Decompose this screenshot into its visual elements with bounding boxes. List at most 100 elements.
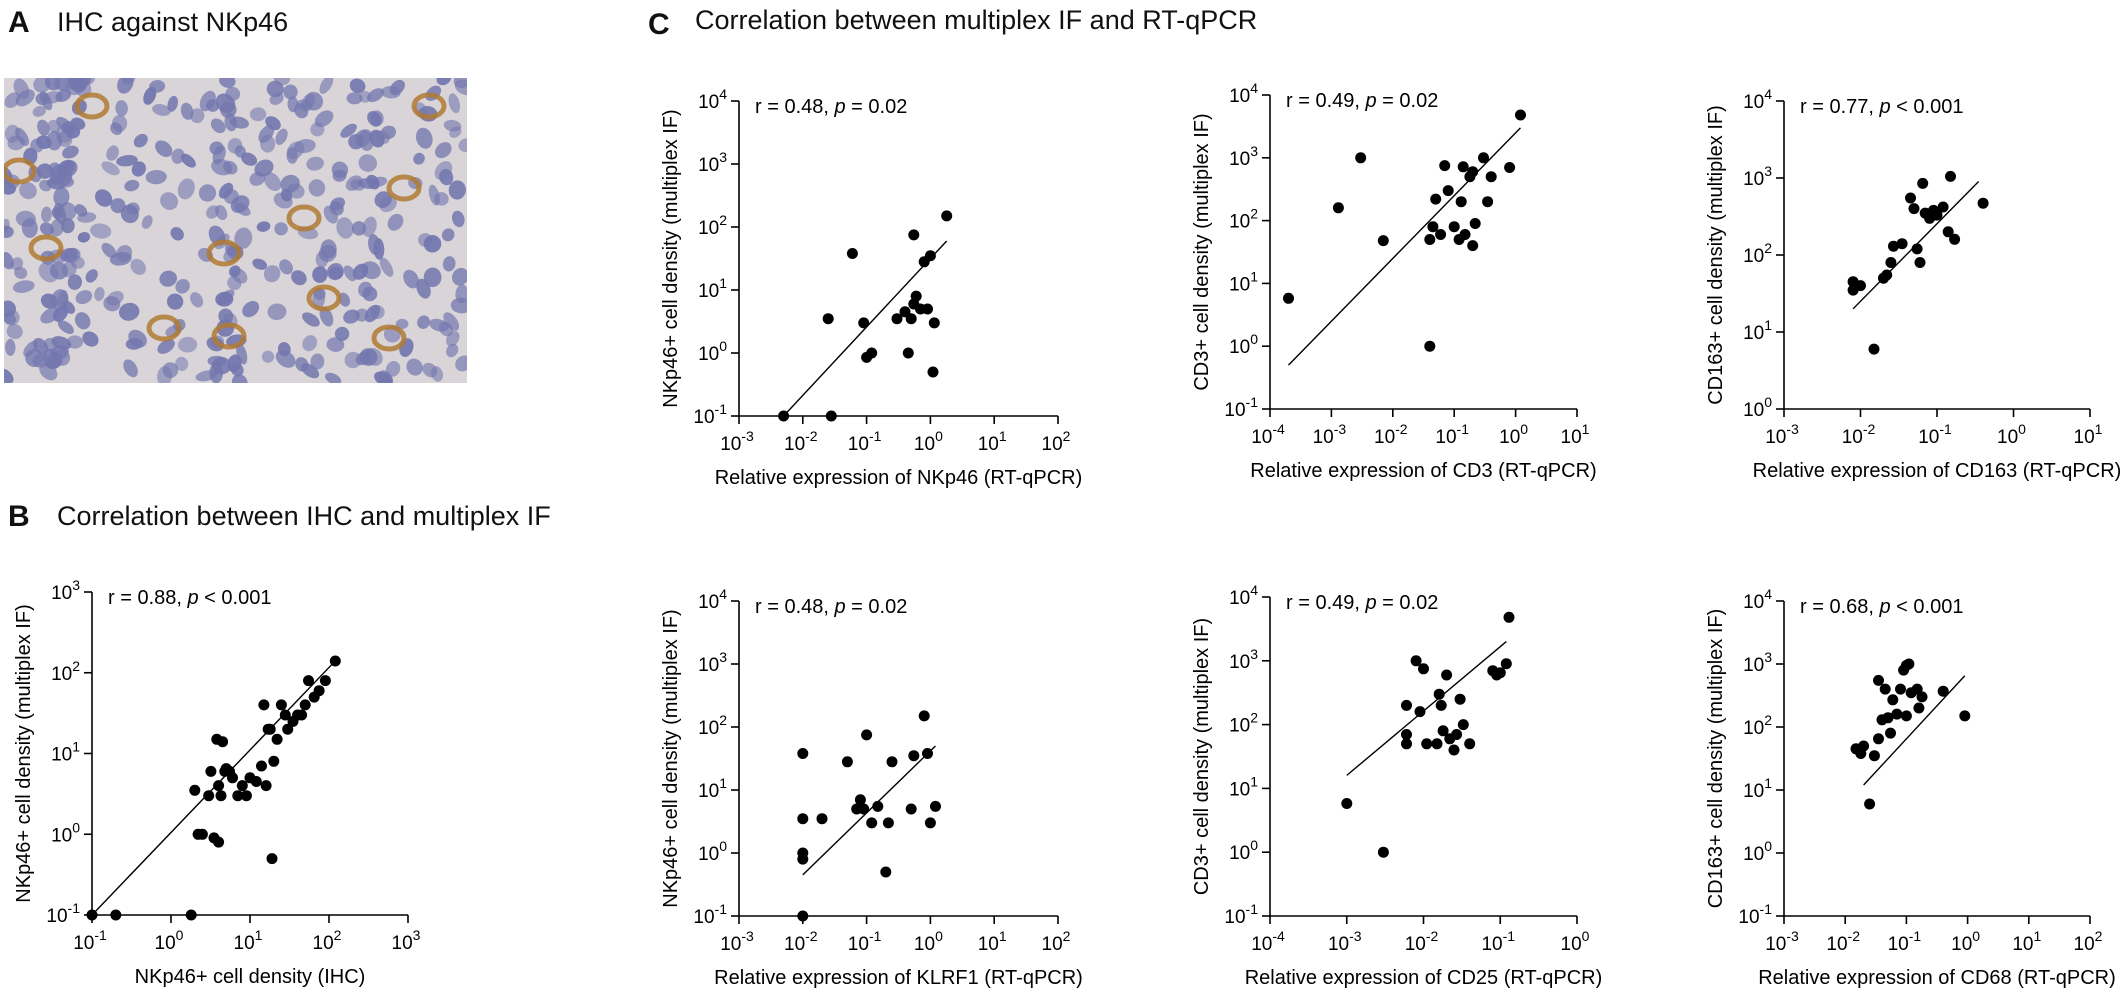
data-point	[1896, 238, 1908, 250]
y-tick-label: 103	[1743, 163, 1772, 190]
x-tick-label: 10-4	[1251, 928, 1285, 955]
nucleus	[458, 138, 467, 152]
x-tick-label: 100	[914, 928, 943, 955]
data-point	[1873, 733, 1884, 745]
data-point	[924, 250, 936, 262]
nucleus	[53, 186, 70, 208]
nucleus	[369, 129, 385, 148]
nucleus	[431, 366, 443, 382]
nucleus	[340, 123, 357, 138]
nucleus	[82, 331, 99, 347]
x-tick-label: 10-2	[784, 928, 818, 955]
nucleus	[111, 115, 128, 132]
data-point	[1945, 170, 1956, 182]
nucleus	[291, 270, 307, 286]
nucleus	[157, 339, 175, 354]
y-tick-label: 100	[1743, 394, 1772, 421]
nucleus	[115, 100, 128, 117]
nucleus	[70, 117, 86, 130]
nucleus	[116, 245, 133, 262]
nucleus	[75, 290, 93, 305]
nucleus	[279, 259, 293, 275]
ihc-micrograph	[4, 78, 467, 383]
data-point	[908, 229, 920, 241]
nucleus	[345, 175, 363, 191]
nucleus	[74, 312, 91, 330]
x-tick-label: 10-1	[1888, 928, 1922, 955]
nkp46-positive-cell	[286, 204, 322, 232]
nucleus	[369, 176, 388, 188]
data-point	[1467, 166, 1479, 178]
data-point	[1435, 699, 1447, 711]
nucleus	[145, 169, 167, 185]
data-point	[1410, 655, 1422, 667]
nucleus	[331, 161, 349, 178]
nucleus	[423, 267, 442, 288]
y-tick-label: 101	[1229, 268, 1258, 295]
nkp46-positive-cell	[146, 314, 182, 342]
nucleus	[452, 267, 467, 286]
nkp46-positive-cell	[206, 239, 242, 267]
data-point	[1903, 658, 1915, 670]
nucleus	[57, 159, 75, 177]
nucleus	[116, 154, 138, 167]
y-tick-label: 100	[698, 838, 727, 865]
nkp46-positive-cell	[386, 174, 422, 202]
x-tick-label: 102	[2074, 928, 2103, 955]
data-point	[825, 410, 837, 422]
nucleus	[198, 184, 217, 202]
nucleus	[314, 110, 334, 127]
data-point	[1858, 740, 1870, 752]
nucleus	[21, 218, 38, 238]
data-point	[1435, 229, 1447, 240]
nucleus	[57, 320, 74, 334]
nucleus	[12, 280, 35, 293]
y-tick-label: 102	[51, 658, 80, 685]
regression-line	[91, 660, 336, 916]
data-point	[296, 709, 308, 721]
nucleus	[387, 213, 404, 231]
x-axis-label: Relative expression of KLRF1 (RT-qPCR)	[714, 967, 1083, 989]
y-axis-label: NKp46+ cell density (multiplex IF)	[13, 604, 35, 902]
data-point	[232, 790, 244, 802]
y-tick-label: 104	[1229, 582, 1258, 609]
x-tick-label: 10-3	[1765, 928, 1799, 955]
data-point	[303, 675, 314, 687]
nucleus	[5, 338, 16, 356]
data-point	[271, 733, 283, 745]
y-tick-label: 10-1	[693, 901, 727, 928]
data-point	[1441, 669, 1453, 681]
nucleus	[121, 78, 136, 85]
data-point	[797, 910, 809, 922]
y-tick-label: 102	[1229, 206, 1258, 233]
nucleus	[446, 343, 459, 358]
data-point	[922, 303, 933, 315]
nkp46-positive-cell	[411, 92, 447, 120]
nucleus	[32, 105, 47, 117]
regression-line	[1346, 641, 1507, 776]
data-point	[1882, 712, 1894, 724]
nucleus	[302, 335, 318, 352]
nucleus	[106, 145, 119, 161]
data-point	[1503, 611, 1515, 623]
x-tick-label: 10-1	[848, 928, 882, 955]
x-tick-label: 100	[1499, 421, 1528, 448]
data-point	[1895, 683, 1906, 695]
nucleus	[56, 116, 73, 133]
nucleus	[190, 292, 204, 308]
nucleus	[4, 252, 14, 270]
nucleus	[101, 242, 117, 259]
nucleus	[338, 292, 351, 307]
data-point	[250, 776, 262, 787]
y-tick-label: 103	[1229, 143, 1258, 170]
nucleus	[417, 315, 431, 329]
data-point	[928, 317, 940, 329]
data-point	[858, 317, 870, 329]
x-tick-label: 10-3	[1313, 421, 1347, 448]
nucleus	[160, 192, 179, 210]
x-tick-label: 102	[1042, 928, 1071, 955]
nucleus	[258, 124, 275, 143]
nucleus	[358, 154, 378, 172]
y-tick-label: 102	[1743, 240, 1772, 267]
nucleus	[190, 108, 205, 124]
